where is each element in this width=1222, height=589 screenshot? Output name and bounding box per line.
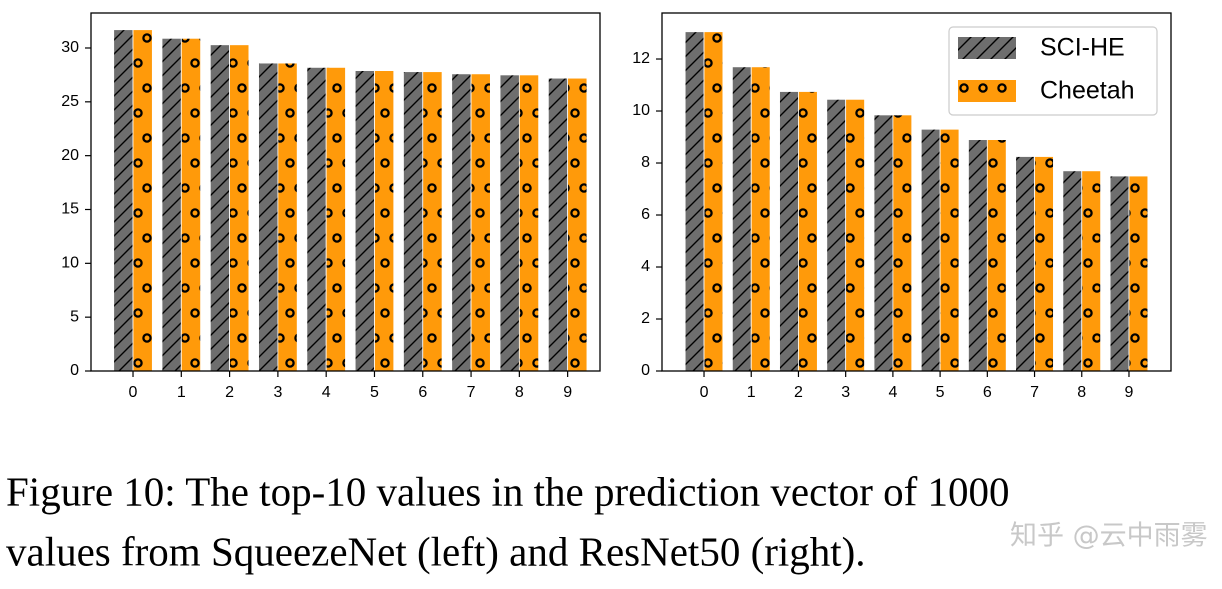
caption-line: Figure 10: The top-10 values in the pred… [6,468,1010,514]
x-tick-label: 6 [983,384,992,401]
bar [325,66,346,372]
bar [547,77,569,372]
bar [798,91,818,372]
bar [1081,170,1102,372]
bar [1128,175,1149,372]
y-tick-label: 10 [61,255,79,272]
legend-label: Cheetah [1040,77,1135,105]
bar [920,128,941,372]
bar [422,71,443,372]
x-tick-label: 3 [841,384,850,401]
y-tick-label: 15 [61,201,79,218]
bar [567,77,588,372]
x-tick-label: 9 [563,384,572,401]
y-tick-label: 10 [632,102,650,119]
watermark: 知乎 @云中雨雾 [1010,521,1208,552]
bar [209,44,230,372]
legend-swatch [958,37,1016,59]
x-tick-label: 9 [1125,384,1134,401]
bar [306,66,327,372]
bar [113,29,134,372]
bar [518,74,540,372]
legend-label: SCI-HE [1040,34,1125,62]
x-tick-label: 6 [418,384,427,401]
bar [451,73,472,372]
x-tick-label: 4 [888,384,897,401]
x-tick-label: 5 [936,384,945,401]
y-tick-label: 30 [61,39,79,56]
x-tick-label: 7 [1030,384,1039,401]
x-tick-label: 8 [515,384,524,401]
bar [470,73,491,372]
x-tick-label: 8 [1077,384,1086,401]
caption-line: values from SqueezeNet (left) and ResNet… [6,528,866,574]
x-tick-label: 2 [794,384,803,401]
bar [229,44,250,372]
bar [750,66,771,372]
bar [180,37,202,372]
y-tick-label: 8 [641,154,650,171]
bar [1015,156,1035,372]
x-tick-label: 5 [370,384,379,401]
x-tick-label: 1 [747,384,756,401]
bar [845,98,865,372]
bar [1109,175,1130,372]
bar [354,70,375,372]
bar [986,139,1007,372]
bar [277,62,298,372]
bar [939,128,960,372]
plot-frame [661,12,1172,372]
bar [684,31,705,372]
y-tick-label: 20 [61,147,79,164]
y-tick-label: 12 [632,50,650,67]
x-tick-label: 0 [700,384,709,401]
bar [731,66,752,372]
x-tick-label: 4 [322,384,331,401]
bar [1062,170,1083,372]
y-tick-label: 5 [70,308,79,325]
bar [1034,156,1054,372]
bar [403,71,424,372]
legend-swatch [958,80,1016,102]
y-tick-label: 0 [641,362,650,379]
bar [499,74,520,372]
bar [873,114,894,372]
bar [703,31,724,372]
bar [968,139,988,372]
y-tick-label: 6 [641,206,650,223]
x-tick-label: 3 [273,384,282,401]
bar [892,114,913,372]
x-tick-label: 2 [225,384,234,401]
bar [161,37,182,372]
bar [779,91,799,372]
bar [826,98,847,372]
y-tick-label: 25 [61,93,79,110]
y-tick-label: 0 [70,362,79,379]
plot-frame [90,12,601,372]
bar [258,62,279,372]
x-tick-label: 1 [177,384,186,401]
bar [374,70,395,372]
y-tick-label: 2 [641,310,650,327]
x-tick-label: 0 [129,384,138,401]
y-tick-label: 4 [641,258,650,275]
x-tick-label: 7 [467,384,476,401]
bar [132,29,153,372]
